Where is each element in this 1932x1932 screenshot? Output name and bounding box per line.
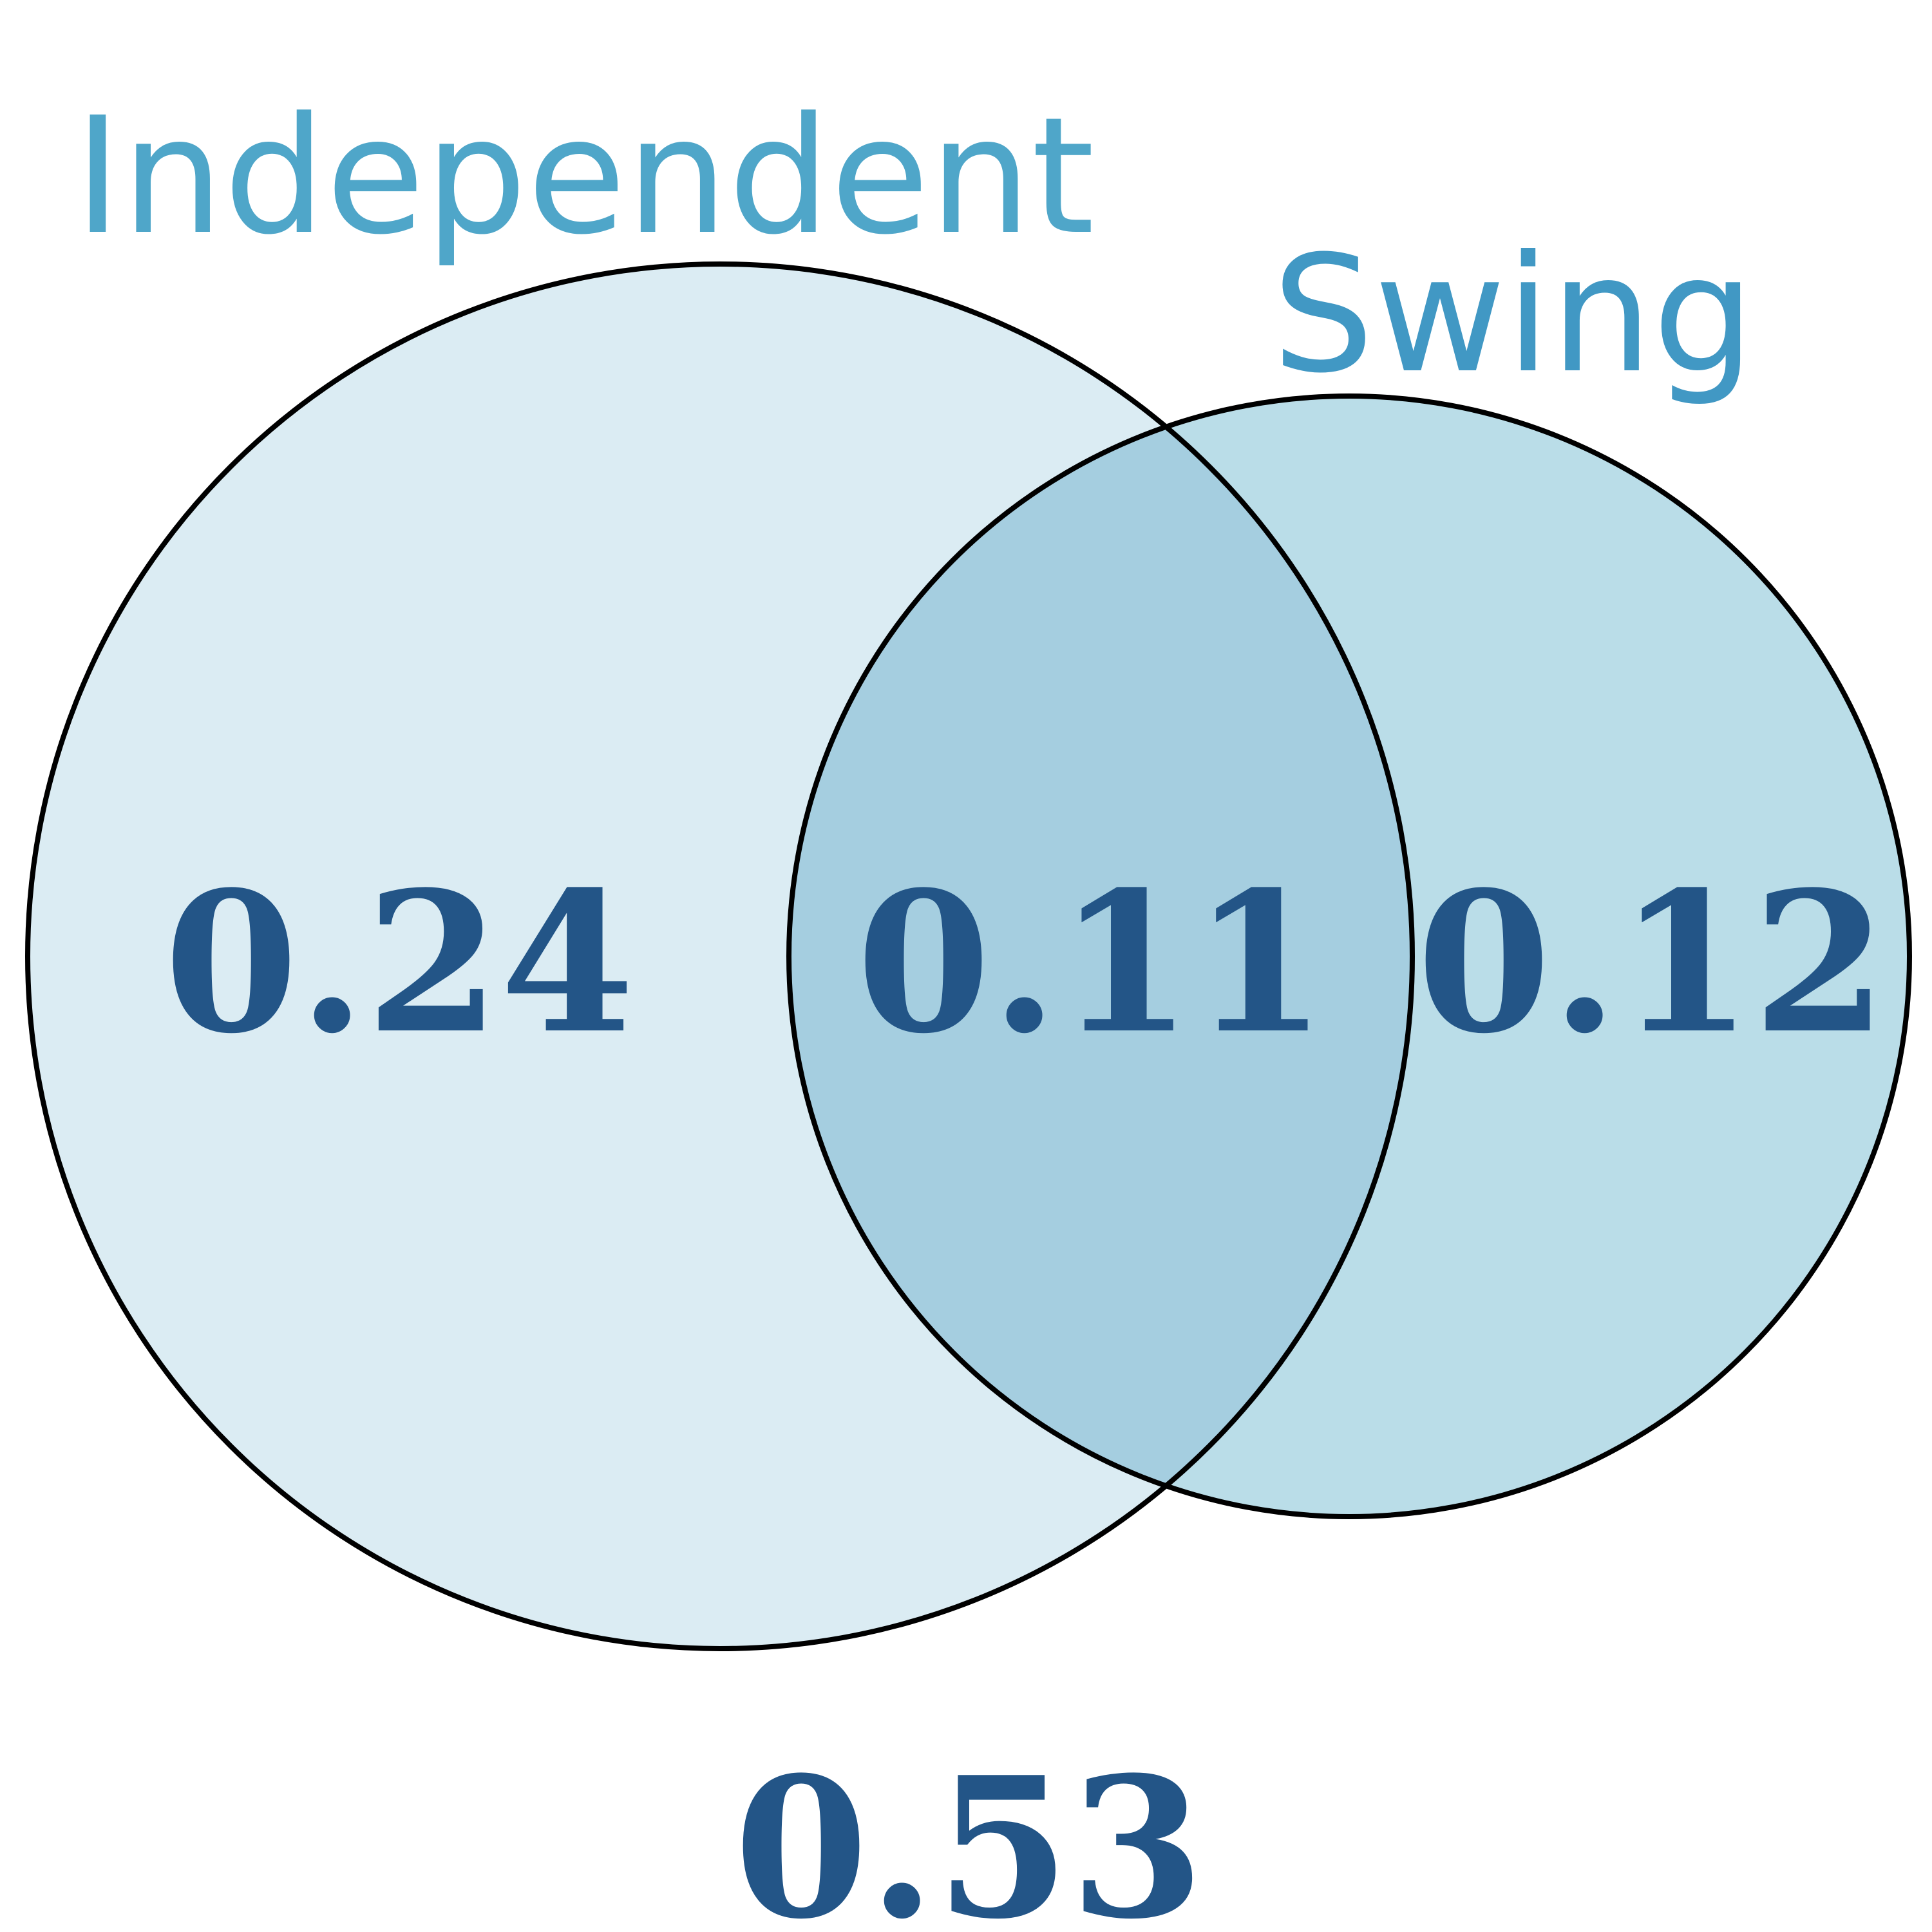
intersection-value: 0.11 [857,849,1327,1076]
swing-label: Swing [1272,221,1755,408]
outside-value: 0.53 [734,1734,1205,1932]
independent-only-value: 0.24 [164,849,635,1076]
swing-only-value: 0.12 [1417,849,1888,1076]
swing-outline [786,393,1912,1519]
intersection-region [789,396,1412,1517]
independent-outline [25,261,1415,1651]
independent-label: Independent [74,82,1095,270]
